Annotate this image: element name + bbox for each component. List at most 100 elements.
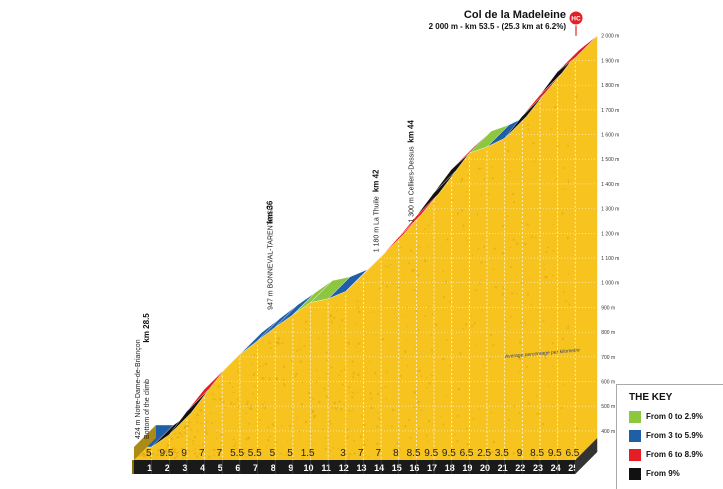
texture-dot (463, 328, 465, 330)
texture-dot (565, 129, 566, 130)
texture-dot (563, 167, 565, 169)
texture-dot (418, 329, 420, 331)
texture-dot (567, 327, 569, 329)
texture-dot (563, 291, 565, 293)
texture-dot (506, 215, 508, 217)
gradient-label: 9 (517, 448, 523, 459)
texture-dot (269, 436, 271, 438)
texture-dot (263, 406, 266, 409)
texture-dot (201, 423, 203, 425)
texture-dot (475, 345, 476, 346)
texture-dot (341, 370, 343, 372)
texture-dot (222, 414, 223, 415)
texture-dot (404, 351, 407, 354)
texture-dot (495, 286, 497, 288)
texture-dot (386, 285, 388, 287)
y-tick-label: 1 700 m (601, 108, 619, 114)
texture-dot (552, 275, 554, 277)
texture-dot (296, 350, 298, 352)
texture-dot (411, 270, 413, 272)
y-tick-label: 900 m (601, 305, 615, 311)
km-label: 14 (374, 463, 384, 473)
texture-dot (357, 351, 358, 352)
km-label: 22 (515, 463, 525, 473)
texture-dot (453, 311, 454, 312)
gradient-label: 5 (146, 448, 152, 459)
texture-dot (510, 316, 512, 318)
texture-dot (190, 429, 192, 431)
texture-dot (569, 73, 570, 74)
texture-dot (387, 372, 389, 374)
texture-dot (472, 255, 474, 257)
texture-dot (446, 339, 448, 341)
y-tick-label: 2 000 m (601, 34, 619, 40)
texture-dot (342, 383, 344, 385)
texture-dot (351, 396, 354, 399)
texture-dot (322, 428, 324, 430)
texture-dot (516, 242, 519, 245)
texture-dot (197, 430, 199, 432)
texture-dot (552, 224, 553, 225)
gradient-label: 2.5 (477, 448, 491, 459)
texture-dot (318, 401, 321, 404)
texture-dot (507, 150, 509, 152)
texture-dot (492, 344, 494, 346)
texture-dot (442, 423, 444, 425)
texture-dot (510, 247, 512, 249)
texture-dot (294, 375, 296, 377)
y-tick-label: 1 900 m (601, 58, 619, 64)
texture-dot (563, 384, 565, 386)
texture-dot (175, 433, 177, 435)
texture-dot (219, 398, 222, 401)
texture-dot (341, 319, 344, 322)
gradient-label: 8 (393, 448, 399, 459)
texture-dot (366, 368, 367, 369)
texture-dot (524, 243, 527, 246)
texture-dot (431, 220, 432, 221)
texture-dot (385, 265, 387, 267)
texture-dot (386, 398, 388, 400)
texture-dot (518, 372, 519, 373)
texture-dot (406, 325, 408, 327)
texture-dot (425, 340, 426, 341)
texture-dot (225, 407, 227, 409)
texture-dot (352, 372, 355, 375)
texture-dot (348, 410, 350, 412)
texture-dot (265, 363, 267, 365)
legend-swatch-blue (629, 430, 641, 442)
texture-dot (493, 268, 495, 270)
texture-dot (451, 199, 453, 201)
texture-dot (252, 393, 254, 395)
legend-swatch-green (629, 411, 641, 423)
texture-dot (336, 304, 337, 305)
legend-swatch-black (629, 468, 641, 480)
texture-dot (354, 393, 356, 395)
texture-dot (516, 293, 518, 295)
texture-dot (269, 378, 271, 380)
texture-dot (552, 342, 554, 344)
location-km: km 42 (371, 169, 380, 192)
texture-dot (219, 404, 220, 405)
location-km: km 28.5 (142, 313, 151, 343)
texture-dot (561, 212, 564, 215)
texture-dot (427, 246, 428, 247)
texture-dot (544, 269, 546, 271)
texture-dot (576, 427, 578, 429)
texture-dot (348, 386, 350, 388)
texture-dot (392, 408, 395, 411)
texture-dot (576, 97, 578, 99)
texture-dot (531, 236, 533, 238)
texture-dot (391, 425, 393, 427)
y-tick-label: 1 200 m (601, 231, 619, 237)
texture-dot (520, 368, 521, 369)
texture-dot (512, 193, 515, 196)
texture-dot (275, 377, 278, 380)
texture-dot (477, 248, 479, 250)
texture-dot (300, 360, 303, 363)
texture-dot (324, 388, 326, 390)
texture-dot (277, 337, 280, 340)
texture-dot (416, 310, 418, 312)
base-side (132, 460, 134, 474)
texture-dot (326, 351, 328, 353)
texture-dot (279, 343, 281, 345)
